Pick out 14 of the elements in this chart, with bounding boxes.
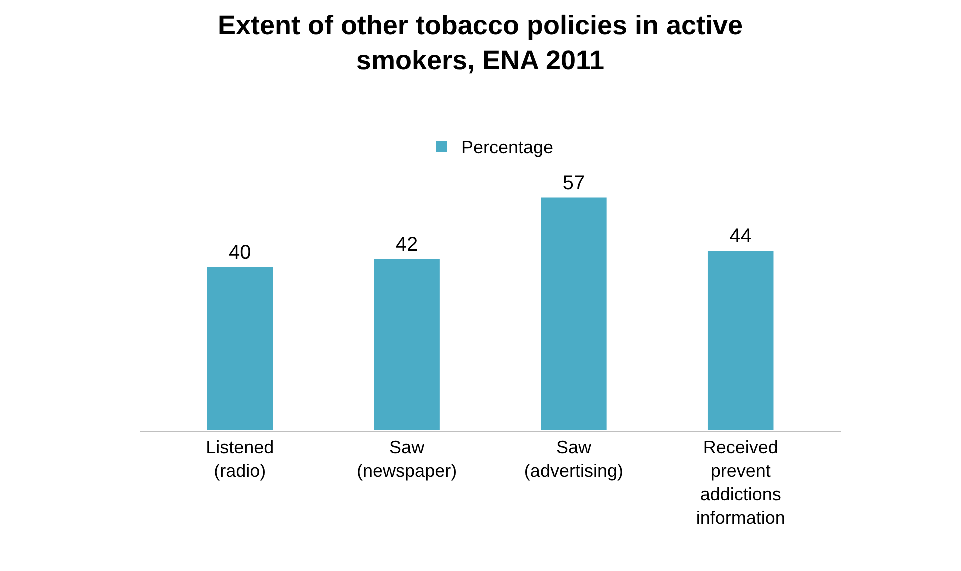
- bar: [706, 250, 775, 431]
- bar: [373, 258, 441, 431]
- x-tick-label: Saw (advertising): [524, 438, 624, 481]
- data-label: 42: [396, 234, 418, 256]
- data-label: 44: [730, 226, 752, 248]
- x-tick-label: Listened (radio): [206, 438, 274, 481]
- bar: [206, 266, 274, 431]
- chart-title: Extent of other tobacco policies in active smokers, ENA 2011: [218, 10, 744, 76]
- data-label: 40: [229, 242, 252, 264]
- x-tick-label: Received prevent addictions information: [696, 438, 786, 528]
- legend-label: Percentage: [462, 138, 554, 158]
- bar: [540, 196, 608, 431]
- x-tick-label: Saw (newspaper): [357, 438, 458, 481]
- data-label: 57: [562, 172, 586, 194]
